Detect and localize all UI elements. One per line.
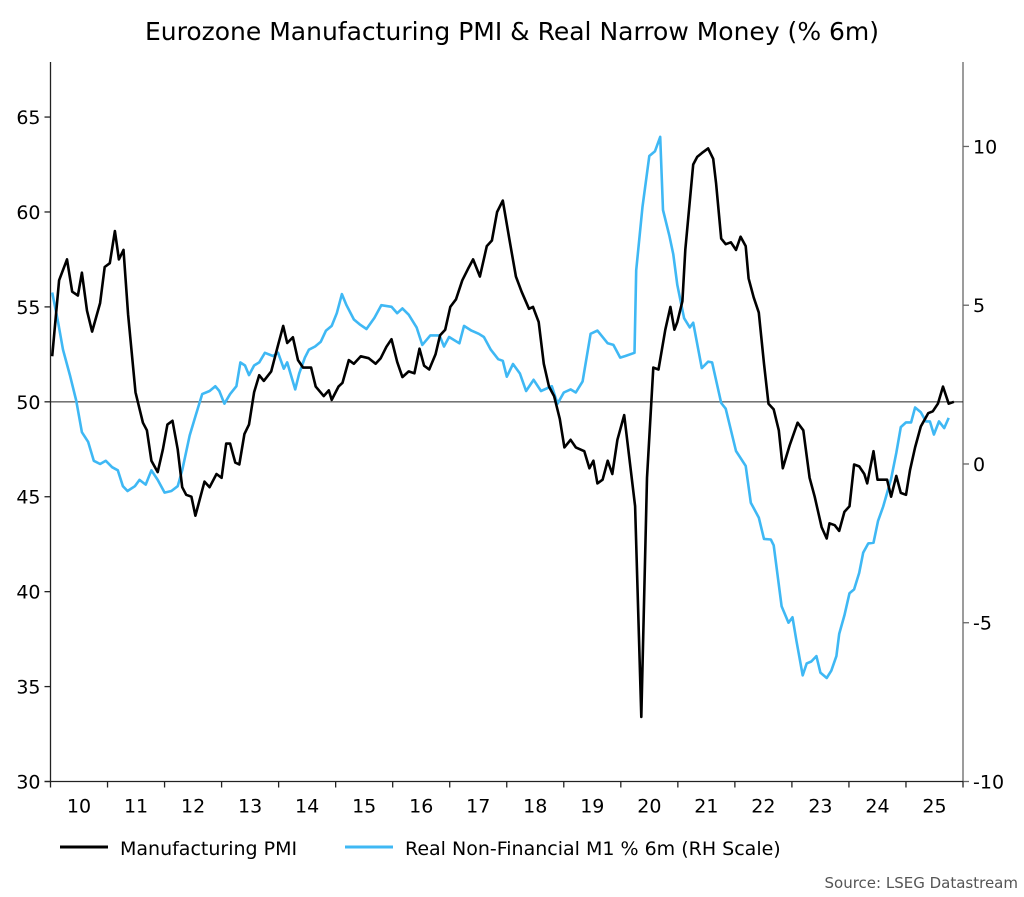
x-tick-label: 20 (637, 796, 661, 818)
x-tick-label: 21 (694, 796, 718, 818)
left-tick-label: 40 (16, 582, 40, 604)
left-tick-label: 60 (16, 202, 40, 224)
right-tick-label: 5 (973, 295, 985, 317)
x-tick-label: 24 (865, 796, 889, 818)
legend-label-pmi: Manufacturing PMI (120, 838, 297, 860)
left-tick-label: 65 (16, 107, 40, 129)
source-note: Source: LSEG Datastream (825, 874, 1018, 892)
x-tick-label: 23 (808, 796, 832, 818)
left-tick-label: 55 (16, 297, 40, 319)
right-tick-label: 10 (973, 136, 997, 158)
x-tick-label: 16 (409, 796, 433, 818)
x-tick-label: 11 (124, 796, 148, 818)
series-lines (50, 135, 955, 719)
x-tick-label: 17 (466, 796, 490, 818)
x-tick-label: 15 (352, 796, 376, 818)
chart-title: Eurozone Manufacturing PMI & Real Narrow… (145, 17, 879, 46)
x-tick-label: 25 (922, 796, 946, 818)
x-tick-label: 13 (238, 796, 262, 818)
left-tick-label: 45 (16, 487, 40, 509)
legend: Manufacturing PMI Real Non-Financial M1 … (60, 838, 781, 860)
pmi-series-line (50, 147, 955, 719)
m1-series-line (50, 135, 950, 680)
right-tick-label: -5 (973, 613, 992, 635)
left-tick-label: 35 (16, 677, 40, 699)
x-tick-label: 10 (67, 796, 91, 818)
legend-label-m1: Real Non-Financial M1 % 6m (RH Scale) (405, 838, 781, 860)
x-tick-label: 14 (295, 796, 319, 818)
x-tick-label: 22 (751, 796, 775, 818)
x-tick-label: 12 (181, 796, 205, 818)
left-tick-label: 30 (16, 772, 40, 794)
x-tick-label: 19 (580, 796, 604, 818)
right-tick-label: -10 (973, 772, 1004, 794)
x-tick-label: 18 (523, 796, 547, 818)
right-tick-label: 0 (973, 454, 985, 476)
left-tick-label: 50 (16, 392, 40, 414)
axes: 30 35 40 45 50 55 60 65 -10 -5 0 5 10 10 11 12 13 14 15 16 1… (16, 62, 1004, 818)
